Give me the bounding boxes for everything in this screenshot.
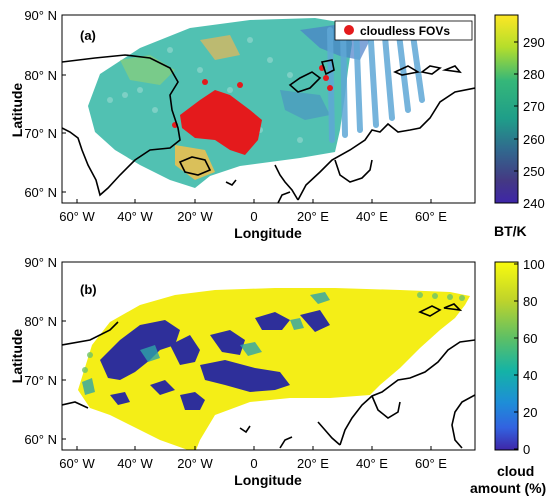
colorbar-b-unit-line1: cloud [497, 463, 534, 479]
edge-pixels [82, 292, 465, 373]
colorbar-a-tick-270: 270 [523, 99, 545, 114]
panel-a-label: (a) [80, 28, 96, 43]
colorbar-a-tickmarks [514, 41, 518, 204]
coastlines-a [62, 54, 475, 203]
panel-a-frame [61, 14, 476, 204]
panel-b-xtick-60w: 60° W [59, 456, 95, 471]
colorbar-b-tick-0: 0 [523, 442, 530, 457]
panel-a-xtick-60e: 60° E [415, 209, 447, 224]
panel-a-xtick-0: 0 [250, 209, 257, 224]
colorbar-a-tick-250: 250 [523, 164, 545, 179]
fov-dot-texture [107, 37, 303, 143]
colorbar-a-gradient [494, 14, 519, 204]
warm-region-west [120, 55, 175, 85]
colorbar-b-tick-40: 40 [523, 368, 537, 383]
warm-region-north [200, 35, 240, 60]
panel-b-xtick-40w: 40° W [117, 456, 153, 471]
panel-a-xlabel: Longitude [234, 225, 302, 241]
panel-a-xtick-40w: 40° W [117, 209, 153, 224]
panel-a: 90° N 80° N 70° N 60° N 60° W 40° W 20° … [9, 8, 545, 241]
colorbar-b-tick-100: 100 [523, 257, 545, 272]
panel-a-xtick-20e: 20° E [297, 209, 329, 224]
panel-a-y-tickmarks [62, 14, 66, 193]
panel-b-ylabel: Latitude [9, 329, 25, 384]
legend-box [334, 20, 473, 41]
panel-b: 90° N 80° N 70° N 60° N 60° W 40° W 20° … [9, 255, 546, 496]
panel-b-xtick-40e: 40° E [356, 456, 388, 471]
partial-cloud-regions [82, 292, 330, 395]
colorbar-a-unit: BT/K [494, 223, 527, 239]
legend-label: cloudless FOVs [360, 24, 450, 38]
panel-b-x-tickmarks [76, 446, 432, 450]
panel-b-xtick-20e: 20° E [297, 456, 329, 471]
panel-b-ytick-90: 90° N [24, 255, 57, 270]
panel-b-label: (b) [80, 282, 97, 297]
clear-sky-regions [100, 310, 330, 410]
panel-b-xlabel: Longitude [234, 472, 302, 488]
cloudless-fovs-cluster [180, 90, 262, 155]
panel-a-ytick-80: 80° N [24, 68, 57, 83]
panel-a-ytick-70: 70° N [24, 126, 57, 141]
cold-region-east [280, 90, 330, 120]
panel-a-ytick-90: 90° N [24, 8, 57, 23]
cloudless-fovs-scattered [172, 65, 333, 128]
panel-b-ytick-70: 70° N [24, 373, 57, 388]
panel-b-y-tickmarks [62, 261, 66, 440]
colorbar-a-tick-290: 290 [523, 35, 545, 50]
panel-a-xtick-60w: 60° W [59, 209, 95, 224]
colorbar-a-tick-280: 280 [523, 67, 545, 82]
colorbar-b-tickmarks [514, 263, 518, 450]
colorbar-b-tick-20: 20 [523, 405, 537, 420]
panel-a-legend: cloudless FOVs [334, 20, 473, 41]
panel-b-xtick-0: 0 [250, 456, 257, 471]
coastlines-b [62, 303, 475, 449]
colorbar-b-tick-60: 60 [523, 331, 537, 346]
panel-a-xtick-40e: 40° E [356, 209, 388, 224]
panel-a-colorbar: 290 280 270 260 250 240 BT/K [494, 14, 545, 239]
panel-b-frame [61, 261, 476, 451]
panel-b-ytick-80: 80° N [24, 314, 57, 329]
panel-a-xtick-20w: 20° W [177, 209, 213, 224]
colorbar-a-tick-260: 260 [523, 132, 545, 147]
panel-a-ylabel: Latitude [9, 83, 25, 138]
legend-marker [344, 25, 354, 35]
colorbar-a-tick-240: 240 [523, 196, 545, 211]
colorbar-b-tick-80: 80 [523, 294, 537, 309]
colorbar-b-gradient [494, 261, 519, 451]
panel-b-xtick-20w: 20° W [177, 456, 213, 471]
panel-b-colorbar: 100 80 60 40 20 0 cloud amount (%) [470, 257, 546, 496]
panel-b-xtick-60e: 60° E [415, 456, 447, 471]
panel-b-ytick-60: 60° N [24, 432, 57, 447]
panel-a-ytick-60: 60° N [24, 185, 57, 200]
panel-a-x-tickmarks [76, 199, 432, 203]
colorbar-b-unit-line2: amount (%) [470, 480, 546, 496]
